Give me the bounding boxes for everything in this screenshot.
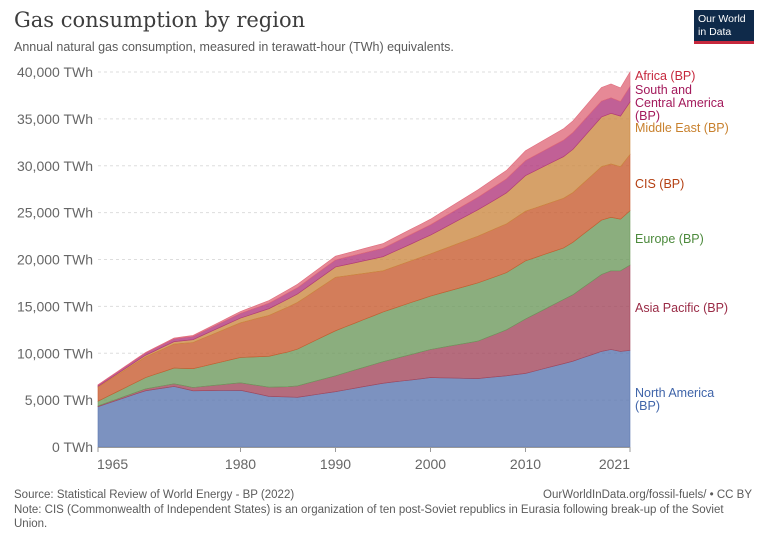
series-label-asia-pacific-bp[interactable]: Asia Pacific (BP) [635,301,728,315]
source-text: Source: Statistical Review of World Ener… [14,489,295,501]
y-tick-label: 30,000 TWh [17,158,93,174]
series-label-cis-bp[interactable]: CIS (BP) [635,177,684,191]
series-label-line: North America [635,386,714,400]
series-label-africa-bp[interactable]: Africa (BP) [635,69,695,83]
series-label-line: (BP) [635,399,660,413]
series-label-line: South and [635,83,692,97]
series-label-line: Middle East (BP) [635,121,729,135]
source-url-link[interactable]: OurWorldInData.org/fossil-fuels/ • CC BY [543,489,752,501]
chart-title: Gas consumption by region [14,8,306,32]
y-tick-label: 40,000 TWh [17,64,93,80]
series-label-line: Central America [635,96,724,110]
x-tick-label: 2021 [599,456,630,472]
y-tick-label: 15,000 TWh [17,298,93,314]
y-tick-label: 35,000 TWh [17,111,93,127]
chart-subtitle: Annual natural gas consumption, measured… [14,40,454,54]
x-tick-label: 1980 [225,456,256,472]
series-label-europe-bp[interactable]: Europe (BP) [635,232,704,246]
stacked-area-chart: 0 TWh 5,000 TWh 10,000 TWh 15,000 TWh 20,000… [17,64,729,472]
y-tick-label: 10,000 TWh [17,345,93,361]
x-tick-label: 1965 [97,456,128,472]
series-label-line: CIS (BP) [635,177,684,191]
series-label-north-america-bp[interactable]: North America (BP) [635,386,714,413]
x-tick-label: 2010 [510,456,541,472]
series-label-line: Africa (BP) [635,69,695,83]
series-label-line: (BP) [635,109,660,123]
y-tick-label: 20,000 TWh [17,252,93,268]
logo-line-1: Our World [698,13,746,25]
series-label-line: Europe (BP) [635,232,704,246]
series-label-south-and-central-america-bp[interactable]: South and Central America (BP) [635,83,724,123]
area-series[interactable] [97,70,631,448]
y-tick-label: 25,000 TWh [17,205,93,221]
series-labels[interactable]: Africa (BP)South and Central America (BP)M… [635,69,729,413]
series-label-middle-east-bp[interactable]: Middle East (BP) [635,121,729,135]
x-tick-label: 2000 [415,456,446,472]
x-axis: 1965 1980 1990 2000 2010 2021 [97,447,631,472]
x-tick-label: 1990 [320,456,351,472]
y-axis: 0 TWh 5,000 TWh 10,000 TWh 15,000 TWh 20,000… [17,64,93,455]
y-tick-label: 0 TWh [52,439,93,455]
y-tick-label: 5,000 TWh [25,392,93,408]
footnote: Note: CIS (Commonwealth of Independent S… [14,504,724,530]
owid-logo[interactable]: Our World in Data [694,10,754,44]
area-africa-bp[interactable] [97,70,631,386]
series-label-line: Asia Pacific (BP) [635,301,728,315]
logo-line-2: in Data [698,26,732,38]
